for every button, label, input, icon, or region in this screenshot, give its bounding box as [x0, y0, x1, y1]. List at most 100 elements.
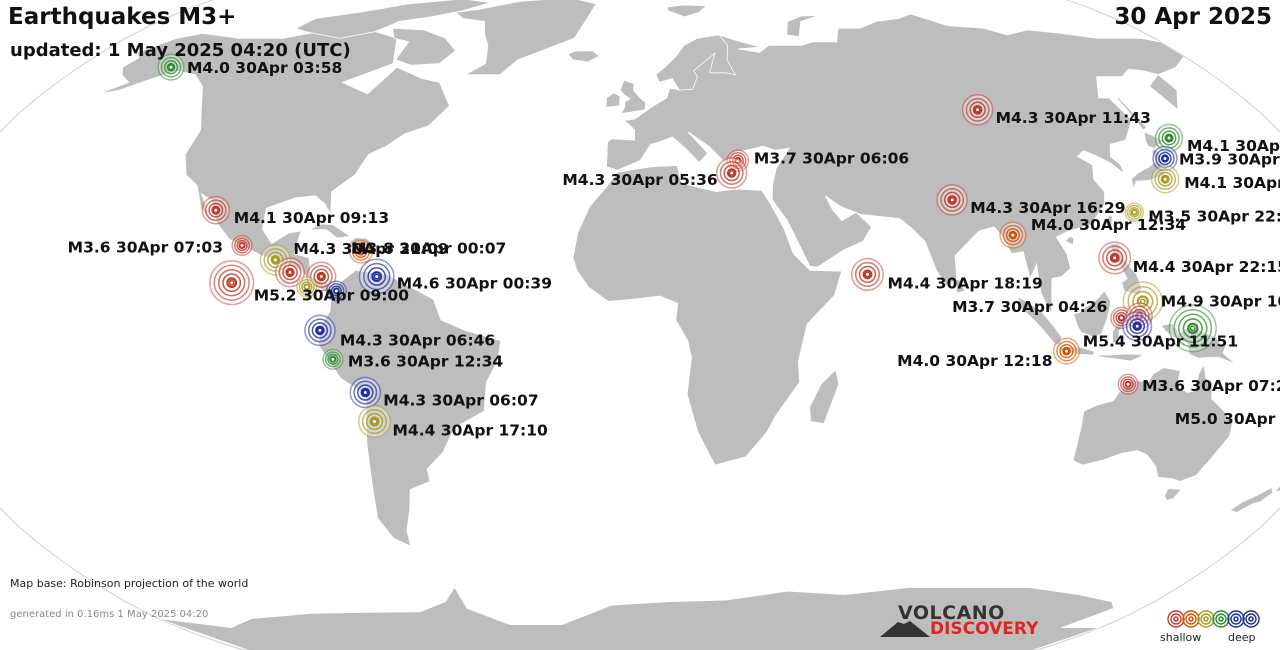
- earthquake-marker[interactable]: [850, 257, 885, 291]
- land-great-britain: [619, 79, 647, 115]
- land-cuba: [308, 223, 352, 239]
- marker-ring: [1129, 207, 1140, 218]
- earthquake-marker[interactable]: [1117, 373, 1139, 395]
- earthquake-marker[interactable]: [349, 376, 382, 409]
- earthquake-marker[interactable]: [296, 276, 318, 298]
- marker-epicenter: [329, 356, 336, 363]
- marker-epicenter: [1125, 381, 1132, 388]
- marker-epicenter: [287, 269, 293, 276]
- earthquake-marker[interactable]: [358, 258, 395, 295]
- marker-ring: [285, 267, 295, 278]
- marker-epicenter: [373, 273, 380, 280]
- earthquake-marker[interactable]: [1152, 145, 1178, 172]
- earthquake-marker[interactable]: [1124, 202, 1145, 223]
- earthquake-label: M4.3 30Apr 06:46: [340, 331, 495, 349]
- marker-ring: [363, 262, 391, 291]
- earthquake-marker[interactable]: [349, 239, 373, 264]
- earthquake-marker[interactable]: [304, 314, 336, 347]
- land-novaya-zemlya: [786, 15, 820, 38]
- earthquake-marker[interactable]: [1122, 311, 1153, 342]
- marker-ring: [313, 268, 330, 285]
- land-eurasia: [606, 13, 1185, 315]
- land-canadian-arctic-islands: [295, 0, 491, 39]
- marker-ring: [1178, 313, 1208, 344]
- marker-ring: [316, 271, 326, 282]
- land-baffin-island: [391, 27, 457, 66]
- marker-ring: [233, 237, 251, 254]
- legend-depth-ring: [1227, 610, 1245, 628]
- earthquake-marker[interactable]: [999, 221, 1027, 249]
- earthquake-marker[interactable]: [961, 94, 994, 126]
- earthquake-marker[interactable]: [936, 184, 968, 216]
- legend-depth-ring: [1197, 610, 1215, 628]
- earthquake-label: M4.1 30Apr 01:03: [1184, 174, 1280, 192]
- earthquake-marker[interactable]: [1098, 241, 1132, 275]
- marker-ring: [301, 281, 313, 293]
- legend-depth-ring: [1242, 610, 1260, 628]
- earthquake-label: M3.6 30Apr 07:03: [68, 239, 223, 257]
- earthquake-marker[interactable]: [274, 257, 306, 288]
- earthquake-marker[interactable]: [1168, 304, 1217, 353]
- volcano-discovery-logo[interactable]: VOLCANO DISCOVERY: [880, 602, 1040, 642]
- marker-ring: [731, 154, 744, 167]
- earthquake-label: M4.3 30Apr 06:07: [383, 392, 538, 410]
- land-borneo: [1073, 290, 1112, 338]
- marker-ring: [723, 164, 740, 182]
- earthquake-label: M4.0 30Apr 03:58: [187, 59, 342, 77]
- marker-epicenter: [1166, 135, 1172, 141]
- land-new-zealand-south: [1229, 487, 1274, 513]
- marker-ring: [315, 325, 325, 336]
- earthquake-marker[interactable]: [157, 53, 185, 81]
- earthquake-marker[interactable]: [1150, 164, 1180, 194]
- map-title: Earthquakes M3+: [8, 4, 237, 30]
- land-svalbard: [666, 4, 708, 18]
- earthquake-marker[interactable]: [357, 404, 392, 439]
- earthquake-markers[interactable]: [157, 53, 1280, 439]
- marker-ring: [213, 264, 250, 301]
- earthquake-marker[interactable]: [1052, 337, 1081, 365]
- earthquake-label: M4.4 30Apr 22:15: [1133, 258, 1280, 276]
- marker-ring: [1154, 168, 1177, 191]
- volcano-logo-icon: [880, 621, 930, 637]
- marker-ring: [361, 408, 388, 435]
- marker-ring: [1155, 148, 1175, 169]
- earthquake-label: M4.3 30Apr 05:36: [562, 171, 717, 189]
- earthquake-marker[interactable]: [715, 157, 748, 189]
- marker-ring: [947, 195, 958, 205]
- legend-depth-ring: [1182, 610, 1200, 628]
- marker-ring: [1158, 127, 1180, 149]
- marker-epicenter: [1162, 176, 1169, 183]
- marker-ring: [311, 322, 329, 339]
- marker-ring: [1157, 171, 1173, 187]
- marker-ring: [1008, 230, 1018, 240]
- marker-epicenter: [1063, 348, 1070, 354]
- marker-ring: [307, 318, 332, 343]
- earthquake-marker[interactable]: [322, 348, 344, 370]
- marker-ring: [1062, 346, 1071, 356]
- land-greenland: [455, 0, 597, 75]
- marker-ring: [1102, 245, 1128, 271]
- marker-epicenter: [212, 207, 219, 214]
- marker-ring: [226, 277, 238, 289]
- marker-ring: [324, 351, 341, 368]
- earthquake-marker[interactable]: [201, 195, 231, 225]
- marker-ring: [854, 261, 881, 287]
- earthquake-marker[interactable]: [209, 260, 255, 306]
- earthquake-marker[interactable]: [231, 234, 253, 257]
- earthquake-labels: M4.0 30Apr 03:58 M4.1 30Apr 09:13 M3.6 30A…: [68, 59, 1280, 439]
- marker-epicenter: [728, 170, 735, 176]
- generated-note: generated in 0.16ms 1 May 2025 04:20: [10, 609, 209, 620]
- marker-ring: [1160, 154, 1170, 163]
- marker-epicenter: [1010, 232, 1016, 239]
- marker-ring: [1182, 318, 1203, 339]
- legend-shallow-label: shallow: [1160, 631, 1202, 644]
- earthquake-label: M4.4 30Apr 18:19: [888, 274, 1043, 292]
- marker-ring: [1109, 252, 1120, 263]
- marker-ring: [1002, 224, 1024, 246]
- earthquake-marker[interactable]: [1154, 123, 1184, 153]
- marker-ring: [1160, 174, 1170, 184]
- earthquake-marker[interactable]: [325, 280, 347, 302]
- marker-ring: [1056, 340, 1077, 362]
- land-sri-lanka: [956, 278, 966, 294]
